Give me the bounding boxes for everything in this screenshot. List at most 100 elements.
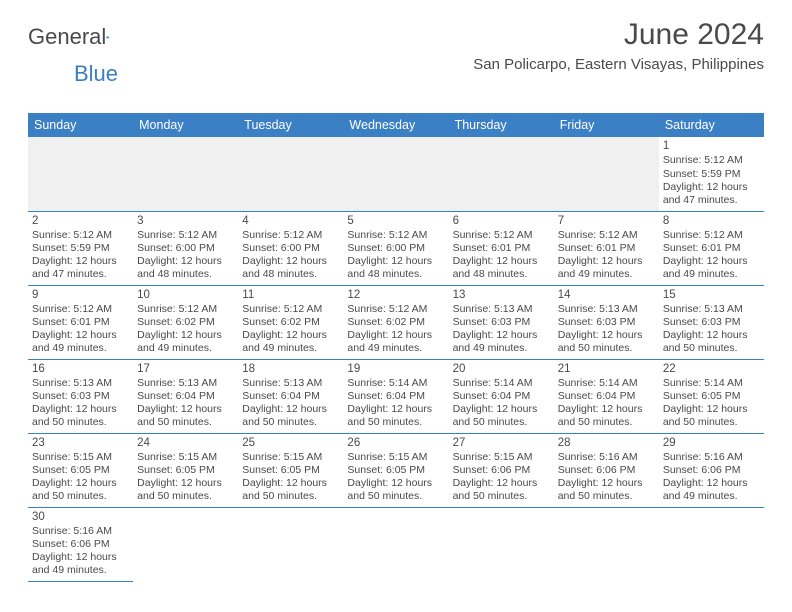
day-detail: Daylight: 12 hours: [137, 403, 234, 416]
day-number: 15: [663, 288, 760, 302]
calendar-cell: 18Sunrise: 5:13 AMSunset: 6:04 PMDayligh…: [238, 359, 343, 433]
day-detail: Sunrise: 5:12 AM: [347, 229, 444, 242]
day-detail: Sunset: 6:03 PM: [453, 316, 550, 329]
calendar-cell: 16Sunrise: 5:13 AMSunset: 6:03 PMDayligh…: [28, 359, 133, 433]
calendar-table: Sunday Monday Tuesday Wednesday Thursday…: [28, 113, 764, 582]
day-detail: Daylight: 12 hours: [453, 403, 550, 416]
day-detail: and 50 minutes.: [453, 416, 550, 429]
logo: General: [28, 24, 130, 50]
calendar-cell: 22Sunrise: 5:14 AMSunset: 6:05 PMDayligh…: [659, 359, 764, 433]
day-detail: Daylight: 12 hours: [32, 477, 129, 490]
day-detail: Sunset: 6:05 PM: [32, 464, 129, 477]
day-detail: Sunset: 6:03 PM: [558, 316, 655, 329]
day-detail: Daylight: 12 hours: [347, 329, 444, 342]
day-detail: Daylight: 12 hours: [137, 255, 234, 268]
day-detail: Daylight: 12 hours: [32, 255, 129, 268]
calendar-cell: [343, 507, 448, 581]
day-detail: Sunset: 6:04 PM: [558, 390, 655, 403]
day-number: 20: [453, 362, 550, 376]
day-detail: Sunset: 6:05 PM: [137, 464, 234, 477]
calendar-cell: [449, 137, 554, 211]
day-number: 9: [32, 288, 129, 302]
day-number: 7: [558, 214, 655, 228]
day-detail: and 48 minutes.: [137, 268, 234, 281]
day-detail: and 49 minutes.: [663, 268, 760, 281]
day-detail: and 47 minutes.: [663, 194, 760, 207]
day-detail: Sunrise: 5:12 AM: [242, 229, 339, 242]
month-title: June 2024: [473, 18, 764, 52]
day-detail: Daylight: 12 hours: [137, 329, 234, 342]
calendar-cell: 30Sunrise: 5:16 AMSunset: 6:06 PMDayligh…: [28, 507, 133, 581]
day-detail: and 50 minutes.: [32, 490, 129, 503]
day-detail: Sunrise: 5:12 AM: [663, 154, 760, 167]
calendar-cell: 25Sunrise: 5:15 AMSunset: 6:05 PMDayligh…: [238, 433, 343, 507]
calendar-cell: 24Sunrise: 5:15 AMSunset: 6:05 PMDayligh…: [133, 433, 238, 507]
day-detail: and 50 minutes.: [558, 490, 655, 503]
calendar-cell: 6Sunrise: 5:12 AMSunset: 6:01 PMDaylight…: [449, 211, 554, 285]
day-number: 17: [137, 362, 234, 376]
day-number: 22: [663, 362, 760, 376]
day-detail: and 50 minutes.: [32, 416, 129, 429]
day-header: Friday: [554, 113, 659, 137]
day-number: 30: [32, 510, 129, 524]
day-number: 21: [558, 362, 655, 376]
day-detail: and 50 minutes.: [347, 416, 444, 429]
calendar-row: 30Sunrise: 5:16 AMSunset: 6:06 PMDayligh…: [28, 507, 764, 581]
day-header: Monday: [133, 113, 238, 137]
day-detail: Sunrise: 5:13 AM: [558, 303, 655, 316]
calendar-cell: 21Sunrise: 5:14 AMSunset: 6:04 PMDayligh…: [554, 359, 659, 433]
day-detail: Daylight: 12 hours: [558, 255, 655, 268]
day-detail: Sunset: 6:02 PM: [137, 316, 234, 329]
calendar-cell: [659, 507, 764, 581]
day-detail: Daylight: 12 hours: [558, 403, 655, 416]
day-detail: Sunset: 6:01 PM: [663, 242, 760, 255]
day-detail: and 47 minutes.: [32, 268, 129, 281]
logo-text-1: General: [28, 24, 106, 49]
day-detail: Sunset: 6:06 PM: [453, 464, 550, 477]
calendar-cell: 14Sunrise: 5:13 AMSunset: 6:03 PMDayligh…: [554, 285, 659, 359]
day-detail: Sunrise: 5:13 AM: [242, 377, 339, 390]
calendar-cell: 7Sunrise: 5:12 AMSunset: 6:01 PMDaylight…: [554, 211, 659, 285]
day-detail: Sunrise: 5:14 AM: [453, 377, 550, 390]
calendar-cell: 23Sunrise: 5:15 AMSunset: 6:05 PMDayligh…: [28, 433, 133, 507]
day-header: Sunday: [28, 113, 133, 137]
day-detail: Sunrise: 5:14 AM: [558, 377, 655, 390]
day-detail: Sunrise: 5:15 AM: [242, 451, 339, 464]
calendar-cell: 12Sunrise: 5:12 AMSunset: 6:02 PMDayligh…: [343, 285, 448, 359]
calendar-cell: 3Sunrise: 5:12 AMSunset: 6:00 PMDaylight…: [133, 211, 238, 285]
day-detail: Daylight: 12 hours: [663, 477, 760, 490]
calendar-cell: [343, 137, 448, 211]
day-detail: Sunset: 5:59 PM: [32, 242, 129, 255]
day-number: 18: [242, 362, 339, 376]
calendar-row: 23Sunrise: 5:15 AMSunset: 6:05 PMDayligh…: [28, 433, 764, 507]
day-detail: and 49 minutes.: [453, 342, 550, 355]
calendar-cell: 13Sunrise: 5:13 AMSunset: 6:03 PMDayligh…: [449, 285, 554, 359]
day-detail: Sunset: 6:06 PM: [663, 464, 760, 477]
day-detail: Sunrise: 5:14 AM: [347, 377, 444, 390]
day-detail: Sunrise: 5:15 AM: [32, 451, 129, 464]
day-detail: Sunset: 6:03 PM: [663, 316, 760, 329]
day-detail: Sunrise: 5:12 AM: [137, 229, 234, 242]
day-detail: Daylight: 12 hours: [453, 255, 550, 268]
day-detail: Daylight: 12 hours: [453, 477, 550, 490]
calendar-row: 16Sunrise: 5:13 AMSunset: 6:03 PMDayligh…: [28, 359, 764, 433]
calendar-cell: [554, 507, 659, 581]
day-number: 25: [242, 436, 339, 450]
day-detail: Daylight: 12 hours: [347, 477, 444, 490]
day-detail: Daylight: 12 hours: [663, 403, 760, 416]
day-detail: Daylight: 12 hours: [558, 329, 655, 342]
day-detail: Daylight: 12 hours: [242, 403, 339, 416]
day-detail: Sunrise: 5:12 AM: [558, 229, 655, 242]
day-number: 4: [242, 214, 339, 228]
calendar-row: 2Sunrise: 5:12 AMSunset: 5:59 PMDaylight…: [28, 211, 764, 285]
day-detail: Sunset: 6:03 PM: [32, 390, 129, 403]
day-detail: Sunset: 6:01 PM: [453, 242, 550, 255]
day-detail: Sunrise: 5:15 AM: [347, 451, 444, 464]
day-detail: Sunrise: 5:12 AM: [242, 303, 339, 316]
day-detail: Sunset: 6:02 PM: [242, 316, 339, 329]
day-detail: Daylight: 12 hours: [32, 329, 129, 342]
day-detail: and 50 minutes.: [453, 490, 550, 503]
day-detail: Sunset: 5:59 PM: [663, 168, 760, 181]
day-detail: and 49 minutes.: [663, 490, 760, 503]
calendar-cell: 4Sunrise: 5:12 AMSunset: 6:00 PMDaylight…: [238, 211, 343, 285]
